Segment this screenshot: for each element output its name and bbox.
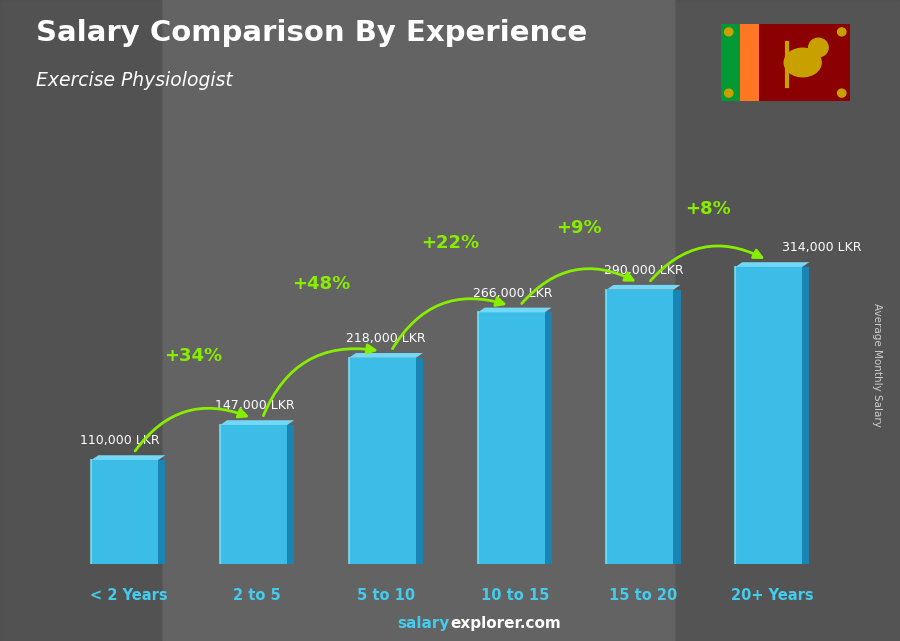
- Text: 314,000 LKR: 314,000 LKR: [781, 241, 861, 254]
- Polygon shape: [607, 285, 680, 290]
- Polygon shape: [91, 455, 166, 460]
- Text: 290,000 LKR: 290,000 LKR: [604, 264, 683, 277]
- Polygon shape: [544, 312, 552, 564]
- Bar: [162, 0, 675, 641]
- Bar: [721, 24, 850, 101]
- Text: 10 to 15: 10 to 15: [481, 588, 549, 603]
- Bar: [721, 24, 740, 101]
- Text: explorer.com: explorer.com: [450, 617, 561, 631]
- Text: +9%: +9%: [556, 219, 602, 237]
- Text: 266,000 LKR: 266,000 LKR: [472, 287, 552, 299]
- Circle shape: [724, 28, 733, 36]
- Bar: [675, 0, 900, 641]
- Text: 147,000 LKR: 147,000 LKR: [215, 399, 294, 412]
- Text: +22%: +22%: [421, 234, 480, 252]
- Polygon shape: [349, 353, 423, 358]
- Circle shape: [838, 28, 846, 36]
- Text: 110,000 LKR: 110,000 LKR: [80, 434, 159, 447]
- Text: 5 to 10: 5 to 10: [357, 588, 415, 603]
- FancyBboxPatch shape: [349, 358, 416, 564]
- FancyBboxPatch shape: [607, 290, 673, 564]
- Text: Exercise Physiologist: Exercise Physiologist: [36, 71, 233, 90]
- Text: Salary Comparison By Experience: Salary Comparison By Experience: [36, 19, 587, 47]
- FancyBboxPatch shape: [91, 460, 158, 564]
- Bar: [740, 24, 759, 101]
- Polygon shape: [478, 308, 552, 312]
- Circle shape: [838, 89, 846, 97]
- Ellipse shape: [784, 47, 822, 78]
- Polygon shape: [802, 267, 809, 564]
- Text: +48%: +48%: [292, 276, 351, 294]
- Polygon shape: [735, 262, 809, 267]
- Text: +8%: +8%: [685, 201, 731, 219]
- Text: Average Monthly Salary: Average Monthly Salary: [872, 303, 883, 428]
- Text: 218,000 LKR: 218,000 LKR: [346, 332, 426, 345]
- Circle shape: [808, 38, 828, 57]
- FancyBboxPatch shape: [220, 425, 287, 564]
- Polygon shape: [416, 358, 423, 564]
- Text: salary: salary: [398, 617, 450, 631]
- Polygon shape: [220, 420, 294, 425]
- Text: 15 to 20: 15 to 20: [609, 588, 678, 603]
- Circle shape: [724, 89, 733, 97]
- Polygon shape: [287, 425, 294, 564]
- FancyBboxPatch shape: [478, 312, 544, 564]
- Bar: [0, 0, 162, 641]
- Text: < 2 Years: < 2 Years: [90, 588, 167, 603]
- Text: 20+ Years: 20+ Years: [731, 588, 814, 603]
- Text: 2 to 5: 2 to 5: [233, 588, 281, 603]
- Polygon shape: [158, 460, 166, 564]
- Polygon shape: [673, 290, 680, 564]
- Text: +34%: +34%: [164, 347, 221, 365]
- FancyBboxPatch shape: [735, 267, 802, 564]
